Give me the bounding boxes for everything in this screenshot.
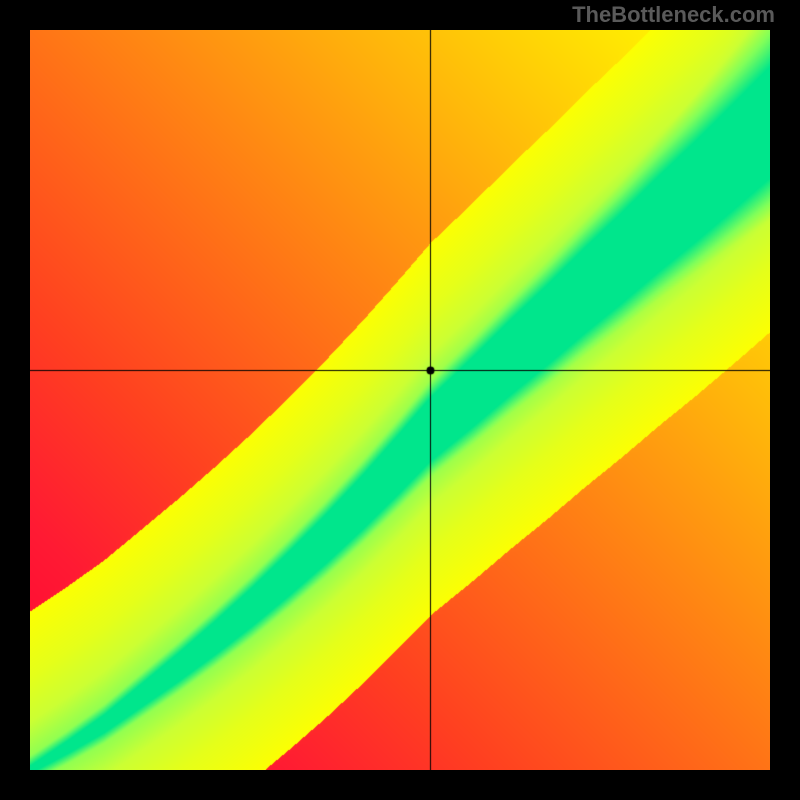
watermark-text: TheBottleneck.com (572, 2, 775, 28)
bottleneck-heatmap (30, 30, 770, 770)
